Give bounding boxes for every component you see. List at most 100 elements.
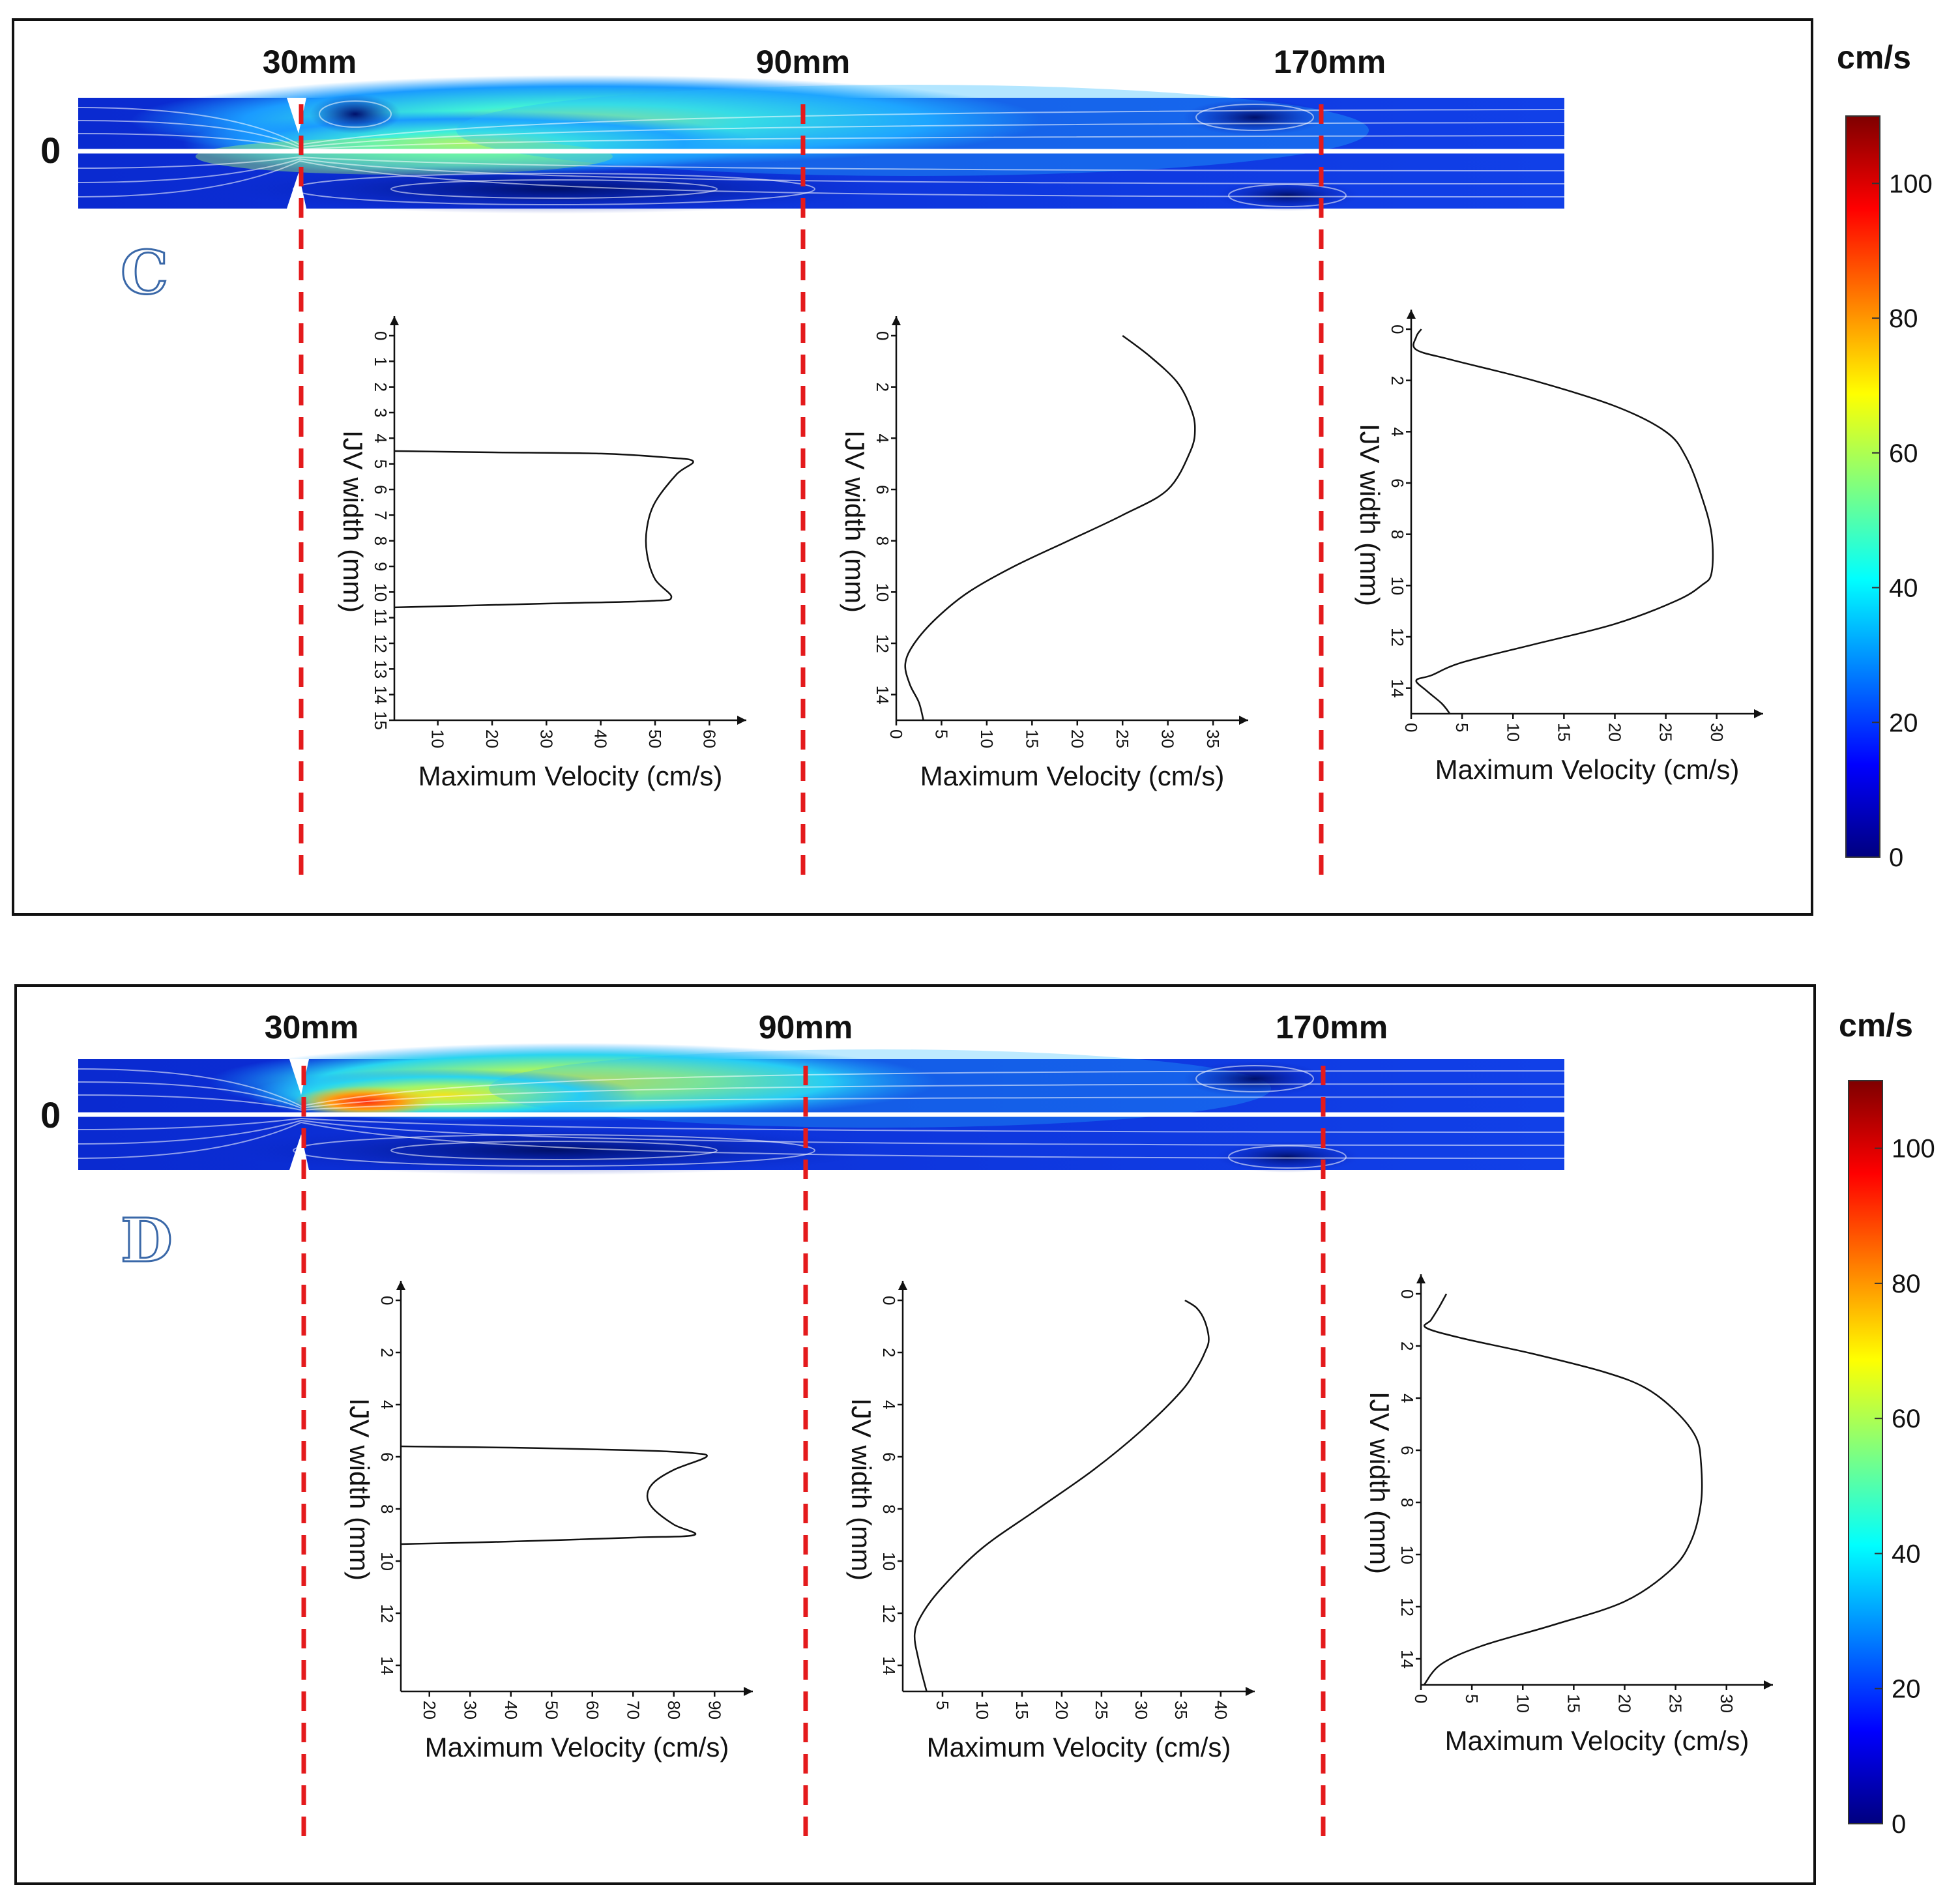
x-tick-label: 40 — [501, 1701, 521, 1719]
colorbar-unit-d: cm/s — [1839, 1007, 1913, 1044]
x-tick-label: 25 — [1666, 1694, 1686, 1713]
y-tick-label: 8 — [1388, 530, 1407, 539]
y-tick-label: 7 — [371, 510, 390, 519]
x-axis-title: Maximum Velocity (cm/s) — [920, 761, 1225, 791]
y-tick-label: 10 — [879, 1552, 899, 1571]
x-axis-arrow — [1246, 1687, 1255, 1696]
x-axis-arrow — [1764, 1680, 1773, 1689]
velocity-profile-line — [1423, 1293, 1703, 1686]
flow-field-d — [78, 1043, 1565, 1175]
y-tick-label: 11 — [371, 609, 390, 626]
x-tick-label: 30 — [536, 729, 556, 748]
y-axis-title: IJV width (mm) — [840, 430, 870, 613]
colorbar-gradient-c — [1845, 115, 1880, 858]
colorbar-tick-label: 40 — [1892, 1540, 1921, 1568]
x-tick-label: 20 — [1068, 729, 1087, 748]
x-tick-label: 10 — [1513, 1694, 1532, 1713]
x-tick-label: 20 — [1615, 1694, 1635, 1713]
velocity-profile-line — [394, 450, 694, 609]
x-tick-label: 35 — [1171, 1701, 1191, 1719]
y-tick-label: 8 — [371, 536, 390, 546]
y-tick-label: 12 — [1388, 628, 1407, 647]
x-tick-label: 30 — [1707, 723, 1727, 742]
y-tick-label: 2 — [1397, 1341, 1417, 1351]
y-tick-label: 12 — [879, 1604, 899, 1623]
x-axis-title: Maximum Velocity (cm/s) — [425, 1732, 729, 1762]
x-tick-label: 20 — [1052, 1701, 1072, 1719]
y-tick-label: 8 — [377, 1504, 397, 1513]
colorbar-c: cm/s 0 20 40 60 80 100 — [1837, 39, 1933, 872]
y-tick-label: 8 — [873, 536, 892, 546]
x-axis-arrow — [1239, 716, 1248, 725]
x-tick-label: 25 — [1656, 723, 1676, 742]
velocity-profile-line — [913, 1299, 1210, 1692]
y-tick-label: 6 — [1388, 478, 1407, 488]
colorbar-tick-label: 20 — [1889, 709, 1918, 737]
x-tick-label: 50 — [645, 729, 665, 748]
chart-c-170mm: 0 5 10 15 20 25 30 0 2 4 6 8 10 12 14 Maximum Velocity … — [1354, 310, 1763, 785]
y-tick-label: 10 — [377, 1552, 397, 1571]
x-tick-label: 20 — [420, 1701, 439, 1719]
colorbar-ticks-d: 0 20 40 60 80 100 — [1875, 1135, 1935, 1839]
x-tick-label: 0 — [1401, 723, 1421, 732]
y-tick-label: 14 — [1388, 679, 1407, 698]
x-axis-title: Maximum Velocity (cm/s) — [1435, 754, 1740, 785]
centerline-zero-label-d: 0 — [40, 1094, 61, 1135]
y-tick-label: 6 — [873, 485, 892, 494]
x-tick-label: 40 — [591, 729, 611, 748]
y-axis-arrow — [1416, 1274, 1426, 1283]
x-tick-label: 10 — [977, 729, 997, 748]
colorbar-ticks-c: 0 20 40 60 80 100 — [1872, 169, 1933, 872]
x-tick-label: 30 — [1717, 1694, 1736, 1713]
y-tick-label: 15 — [371, 711, 390, 730]
panel-c-frame — [12, 18, 1813, 916]
x-tick-label: 15 — [1022, 729, 1042, 748]
position-label-30mm-d: 30mm — [265, 1009, 359, 1045]
colorbar-tick-label: 80 — [1889, 304, 1918, 333]
chart-c-90mm: 0 5 10 15 20 25 30 35 0 2 4 6 8 10 12 14 Maximum Velocit… — [840, 316, 1248, 791]
colorbar-tick-label: 20 — [1892, 1675, 1921, 1704]
y-axis-arrow — [1407, 310, 1416, 319]
y-tick-label: 0 — [1388, 325, 1407, 334]
y-axis-title: IJV width (mm) — [846, 1398, 877, 1581]
y-tick-label: 10 — [371, 583, 390, 602]
y-tick-label: 4 — [873, 433, 892, 443]
x-tick-label: 40 — [1211, 1701, 1231, 1719]
x-axis-arrow — [737, 716, 746, 725]
chart-d-90mm: 5 10 15 20 25 30 35 40 0 2 4 6 8 10 12 14 Maximum Veloci… — [846, 1281, 1255, 1762]
panel-d-frame — [14, 984, 1816, 1885]
y-axis-title: IJV width (mm) — [1364, 1392, 1395, 1574]
colorbar-d: cm/s 0 20 40 60 80 100 — [1839, 1007, 1935, 1839]
y-axis-title: IJV width (mm) — [338, 430, 368, 613]
y-tick-label: 14 — [371, 686, 390, 705]
x-tick-label: 50 — [542, 1701, 561, 1719]
position-label-30mm-c: 30mm — [263, 44, 357, 80]
x-tick-label: 20 — [482, 729, 502, 748]
y-tick-label: 14 — [879, 1656, 899, 1675]
x-axis-title: Maximum Velocity (cm/s) — [927, 1732, 1231, 1762]
x-tick-label: 5 — [1452, 723, 1472, 732]
y-tick-label: 10 — [873, 583, 892, 602]
x-tick-label: 10 — [428, 729, 448, 748]
y-tick-label: 8 — [879, 1504, 899, 1513]
y-axis-title: IJV width (mm) — [344, 1398, 375, 1581]
y-tick-label: 13 — [371, 660, 390, 679]
y-tick-label: 4 — [1397, 1394, 1417, 1403]
x-tick-label: 15 — [1564, 1694, 1583, 1713]
y-axis-title: IJV width (mm) — [1354, 424, 1385, 606]
x-tick-label: 30 — [460, 1701, 480, 1719]
x-tick-label: 5 — [931, 729, 951, 738]
colorbar-tick-label: 0 — [1889, 843, 1903, 872]
y-tick-label: 12 — [1397, 1598, 1417, 1616]
y-tick-label: 2 — [873, 383, 892, 392]
chart-d-170mm: 0 5 10 15 20 25 30 0 2 4 6 8 10 12 14 Maximum Velocity … — [1364, 1274, 1773, 1756]
y-tick-label: 10 — [1397, 1545, 1417, 1564]
position-label-170mm-d: 170mm — [1276, 1009, 1388, 1045]
y-tick-label: 5 — [371, 460, 390, 469]
y-tick-label: 12 — [371, 634, 390, 653]
centerline-zero-label-c: 0 — [40, 130, 61, 171]
x-tick-label: 60 — [699, 729, 719, 748]
chart-c-30mm: 10 20 30 40 50 600123456789101112131415Maximu… — [338, 316, 746, 791]
